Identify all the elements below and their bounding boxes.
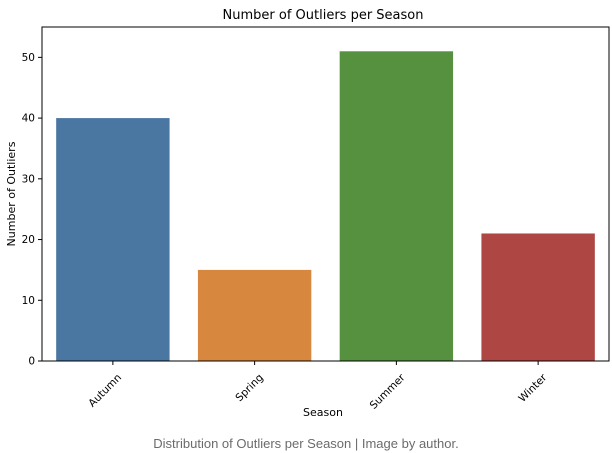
x-tick-label-spring: Spring (233, 372, 265, 404)
y-axis: 0 10 20 30 40 50 (22, 52, 42, 368)
y-tick-label: 20 (22, 234, 35, 246)
x-axis-label: Season (303, 406, 343, 419)
y-tick-label: 30 (22, 173, 35, 185)
plot-frame (41, 26, 610, 362)
bar-chart: Number of Outliers per Season 0 10 20 30 40 5… (5, 8, 610, 419)
bar-winter (481, 233, 595, 361)
plot-area (41, 26, 610, 362)
y-axis-label: Number of Outliers (5, 141, 18, 246)
bars (56, 51, 595, 362)
x-axis: Autumn Spring Summer Winter (86, 361, 550, 412)
y-tick-label: 50 (22, 52, 35, 64)
y-tick-label: 0 (28, 356, 35, 368)
x-tick-label-autumn: Autumn (86, 372, 124, 410)
x-tick-label-winter: Winter (516, 371, 549, 404)
chart-title: Number of Outliers per Season (223, 8, 424, 23)
bar-spring (197, 269, 312, 361)
y-tick-label: 40 (22, 113, 35, 125)
bar-summer (339, 51, 454, 362)
figure-caption: Distribution of Outliers per Season | Im… (153, 436, 459, 451)
y-tick-label: 10 (22, 295, 35, 307)
x-tick-label-summer: Summer (368, 371, 408, 411)
bar-autumn (56, 118, 170, 361)
